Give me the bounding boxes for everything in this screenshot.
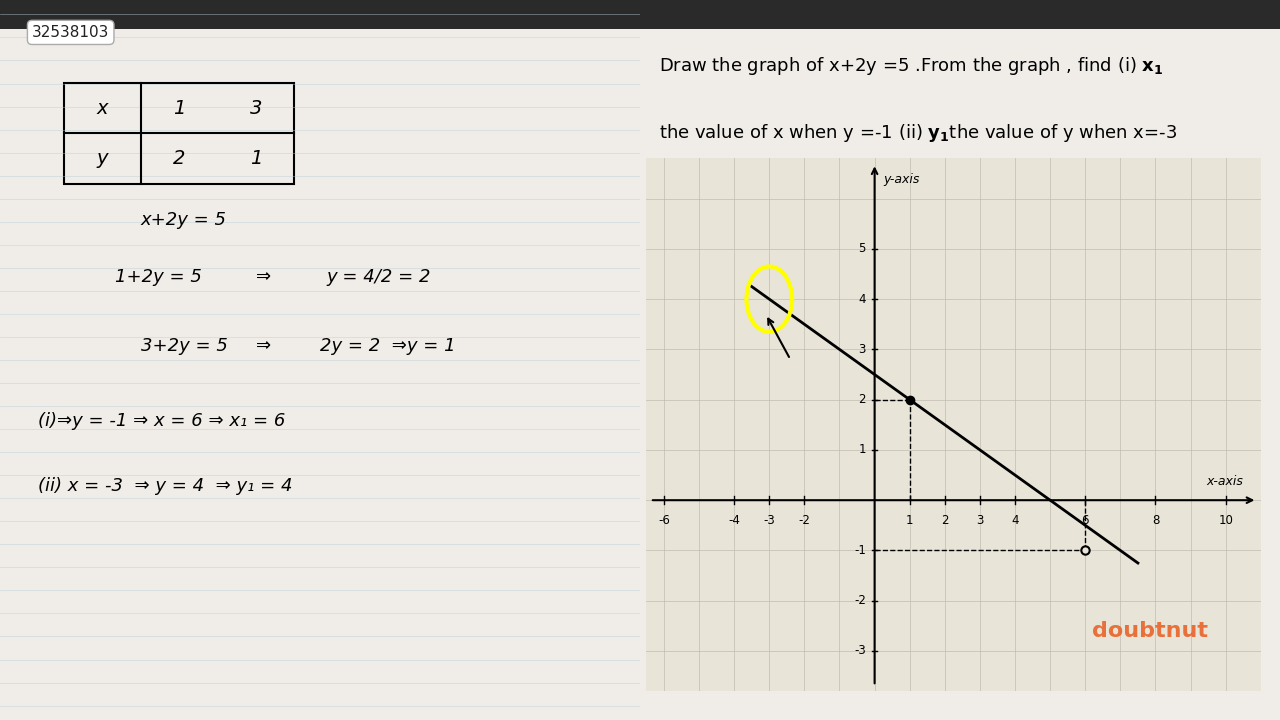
Text: Draw the graph of x+2y =5 .From the graph , find (i) $\mathbf{x_1}$: Draw the graph of x+2y =5 .From the grap… xyxy=(659,55,1164,77)
Text: 3: 3 xyxy=(977,514,983,527)
Text: 6: 6 xyxy=(1082,514,1089,527)
Text: 4: 4 xyxy=(1011,514,1019,527)
Text: 3: 3 xyxy=(250,99,262,117)
Text: -3: -3 xyxy=(854,644,865,657)
Text: 5: 5 xyxy=(859,243,865,256)
Text: y-axis: y-axis xyxy=(883,174,920,186)
Text: 2: 2 xyxy=(859,393,865,406)
Text: the value of x when y =-1 (ii) $\mathbf{y_1}$the value of y when x=-3: the value of x when y =-1 (ii) $\mathbf{… xyxy=(659,122,1178,145)
Text: 1+2y = 5: 1+2y = 5 xyxy=(115,268,202,286)
Text: -4: -4 xyxy=(728,514,740,527)
Text: 1: 1 xyxy=(906,514,914,527)
Text: 2: 2 xyxy=(941,514,948,527)
Text: 4: 4 xyxy=(859,292,865,305)
Text: 10: 10 xyxy=(1219,514,1233,527)
Text: -1: -1 xyxy=(854,544,865,557)
Text: 32538103: 32538103 xyxy=(32,25,109,40)
Bar xyxy=(0,0,640,29)
Text: y = 4/2 = 2: y = 4/2 = 2 xyxy=(326,268,431,286)
Text: (i)⇒y = -1 ⇒ x = 6 ⇒ x₁ = 6: (i)⇒y = -1 ⇒ x = 6 ⇒ x₁ = 6 xyxy=(38,412,285,430)
Text: ⇒: ⇒ xyxy=(256,268,271,286)
Text: 1: 1 xyxy=(173,99,186,117)
Bar xyxy=(640,0,1280,29)
Text: 8: 8 xyxy=(1152,514,1160,527)
Text: 1: 1 xyxy=(859,444,865,456)
Text: x+2y = 5: x+2y = 5 xyxy=(141,210,227,229)
Text: 3: 3 xyxy=(859,343,865,356)
Text: 3+2y = 5: 3+2y = 5 xyxy=(141,336,228,354)
Text: (ii) x = -3  ⇒ y = 4  ⇒ y₁ = 4: (ii) x = -3 ⇒ y = 4 ⇒ y₁ = 4 xyxy=(38,477,293,495)
Text: ⇒: ⇒ xyxy=(256,336,271,354)
Text: -2: -2 xyxy=(854,594,865,607)
Text: 2y = 2  ⇒y = 1: 2y = 2 ⇒y = 1 xyxy=(320,336,456,354)
Text: x-axis: x-axis xyxy=(1206,474,1243,487)
Text: -6: -6 xyxy=(658,514,669,527)
Bar xyxy=(64,83,294,184)
Text: -2: -2 xyxy=(799,514,810,527)
Text: 1: 1 xyxy=(250,149,262,168)
Text: y: y xyxy=(97,149,108,168)
Text: -3: -3 xyxy=(763,514,776,527)
Text: doubtnut: doubtnut xyxy=(1092,621,1208,641)
Text: 2: 2 xyxy=(173,149,186,168)
Text: x: x xyxy=(97,99,108,117)
